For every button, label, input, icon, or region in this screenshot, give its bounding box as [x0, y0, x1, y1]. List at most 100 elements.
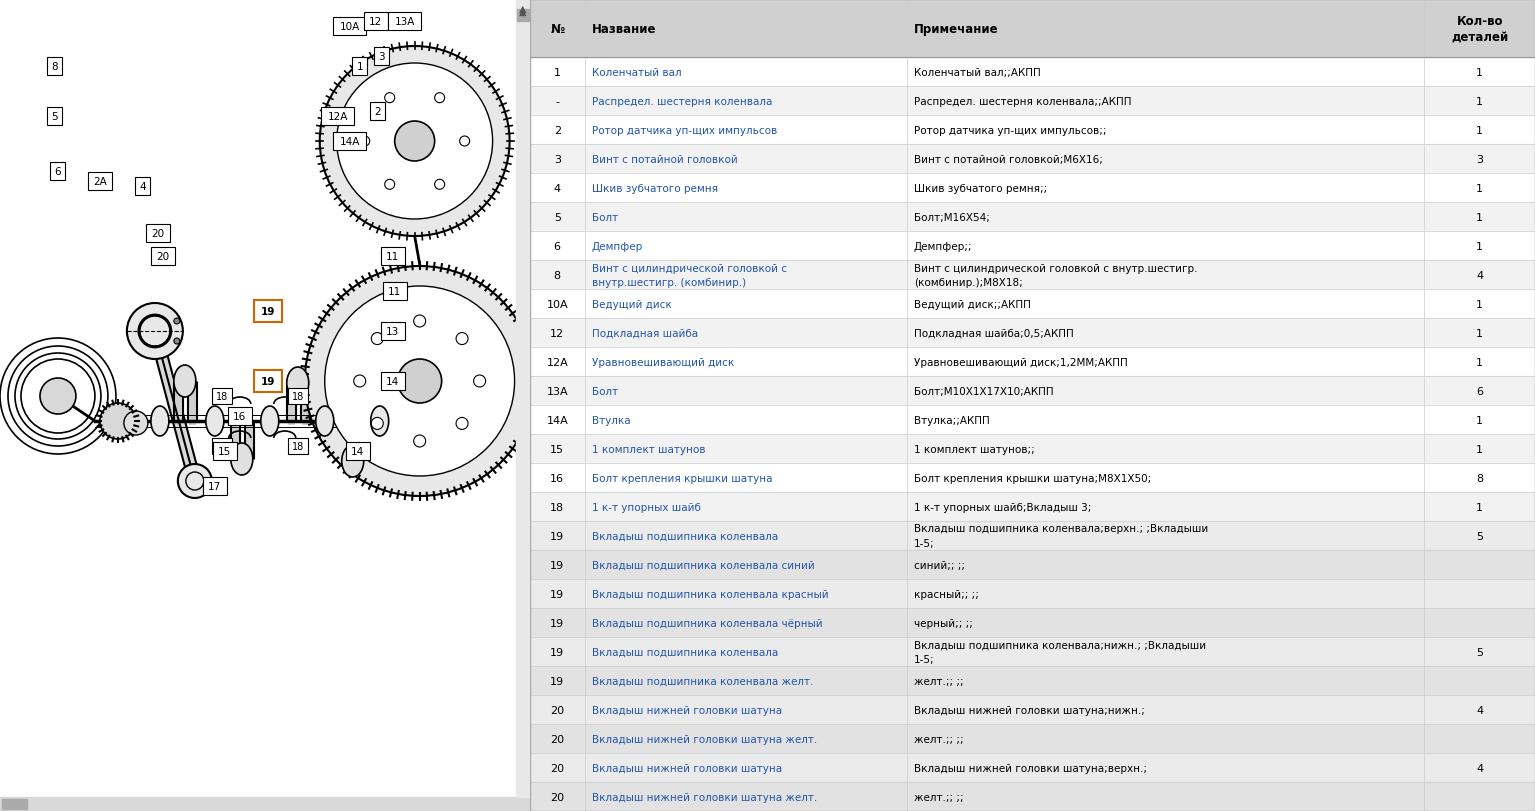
Text: Распредел. шестерня коленвала;;АКПП: Распредел. шестерня коленвала;;АКПП: [913, 97, 1131, 107]
Text: 20: 20: [550, 734, 565, 744]
Circle shape: [413, 436, 425, 448]
Text: 19: 19: [261, 307, 275, 316]
Bar: [530, 579, 1535, 608]
Text: Болт крепления крышки шатуна;М8Х1Х50;: Болт крепления крышки шатуна;М8Х1Х50;: [913, 473, 1151, 483]
Text: синий;; ;;: синий;; ;;: [913, 560, 964, 570]
Bar: [287, 388, 307, 405]
Bar: [530, 435, 1535, 464]
Text: 19: 19: [550, 531, 565, 541]
Text: 12А: 12А: [546, 358, 568, 367]
Bar: [333, 18, 367, 36]
Text: 6: 6: [1477, 386, 1483, 397]
Text: Вкладыш нижней головки шатуна желт.: Вкладыш нижней головки шатуна желт.: [593, 792, 817, 801]
Text: 5: 5: [554, 212, 560, 222]
Bar: [530, 724, 1535, 753]
Text: 16: 16: [550, 473, 565, 483]
Text: 3: 3: [1477, 155, 1483, 165]
Text: 1: 1: [1477, 126, 1483, 135]
Bar: [530, 608, 1535, 637]
Text: 18: 18: [216, 441, 227, 452]
Text: 18: 18: [216, 392, 227, 401]
Text: 4: 4: [1477, 762, 1483, 773]
Bar: [87, 173, 112, 191]
Text: Втулка;;АКПП: Втулка;;АКПП: [913, 415, 990, 425]
Bar: [516, 0, 530, 797]
Text: Болт;М16Х54;: Болт;М16Х54;: [913, 212, 990, 222]
Bar: [51, 163, 66, 181]
Bar: [530, 753, 1535, 782]
Text: 1-5;: 1-5;: [913, 539, 935, 548]
Bar: [530, 637, 1535, 667]
Text: Ведущий диск;;АКПП: Ведущий диск;;АКПП: [913, 299, 1030, 310]
Bar: [530, 232, 1535, 261]
Text: ▲: ▲: [519, 7, 527, 17]
Text: 1: 1: [1477, 97, 1483, 107]
Ellipse shape: [316, 406, 333, 436]
Circle shape: [127, 303, 183, 359]
Text: 19: 19: [261, 376, 275, 387]
Text: Название: Название: [593, 23, 657, 36]
Circle shape: [394, 122, 434, 162]
Text: 10А: 10А: [339, 22, 359, 32]
Text: 11: 11: [387, 251, 399, 262]
Bar: [212, 388, 232, 405]
Text: 16: 16: [233, 411, 247, 422]
Circle shape: [173, 319, 180, 324]
Text: желт.;; ;;: желт.;; ;;: [913, 792, 964, 801]
Text: 1: 1: [1477, 328, 1483, 338]
Text: 2: 2: [375, 107, 381, 117]
Text: №: №: [550, 23, 565, 36]
Bar: [253, 301, 282, 323]
Text: 20: 20: [550, 762, 565, 773]
Bar: [530, 261, 1535, 290]
Text: 14А: 14А: [546, 415, 568, 425]
Text: Ротор датчика уп-щих импульсов: Ротор датчика уп-щих импульсов: [593, 126, 777, 135]
Bar: [287, 439, 307, 454]
Text: желт.;; ;;: желт.;; ;;: [913, 734, 964, 744]
Text: 1: 1: [356, 62, 362, 72]
Bar: [135, 178, 150, 195]
Text: Болт;М10Х1Х17Х10;АКПП: Болт;М10Х1Х17Х10;АКПП: [913, 386, 1053, 397]
Circle shape: [305, 267, 534, 496]
Text: Кол-во
деталей: Кол-во деталей: [1451, 15, 1509, 43]
Circle shape: [456, 333, 468, 345]
Text: 13А: 13А: [394, 17, 414, 27]
Text: Вкладыш нижней головки шатуна;нижн.;: Вкладыш нижней головки шатуна;нижн.;: [913, 705, 1145, 714]
Bar: [530, 492, 1535, 521]
Ellipse shape: [261, 406, 279, 436]
Text: 1: 1: [1477, 502, 1483, 512]
Text: черный;; ;;: черный;; ;;: [913, 618, 973, 628]
Text: 1: 1: [1477, 299, 1483, 310]
Bar: [530, 377, 1535, 406]
Circle shape: [434, 93, 445, 104]
Bar: [2, 799, 28, 809]
Text: внутр.шестигр. (комбинир.): внутр.шестигр. (комбинир.): [593, 278, 746, 288]
Text: 1 комплект шатунов;;: 1 комплект шатунов;;: [913, 444, 1035, 454]
Bar: [321, 108, 355, 126]
Text: 3: 3: [554, 155, 560, 165]
Text: 18: 18: [292, 441, 304, 452]
Text: Винт с потайной головкой: Винт с потайной головкой: [593, 155, 738, 165]
Text: Винт с потайной головкой;М6Х16;: Винт с потайной головкой;М6Х16;: [913, 155, 1102, 165]
Bar: [150, 247, 175, 266]
Text: 20: 20: [550, 705, 565, 714]
Bar: [530, 88, 1535, 116]
Text: желт.;; ;;: желт.;; ;;: [913, 676, 964, 686]
Text: ▲: ▲: [519, 4, 527, 14]
Text: Распредел. шестерня коленвала: Распредел. шестерня коленвала: [593, 97, 772, 107]
Text: 1: 1: [1477, 358, 1483, 367]
Text: Вкладыш подшипника коленвала: Вкладыш подшипника коленвала: [593, 531, 778, 541]
Text: 14: 14: [352, 446, 364, 457]
Text: 14: 14: [387, 376, 399, 387]
Bar: [530, 521, 1535, 551]
Text: 13: 13: [387, 327, 399, 337]
Bar: [381, 323, 405, 341]
Text: Болт крепления крышки шатуна: Болт крепления крышки шатуна: [593, 473, 772, 483]
Bar: [333, 133, 367, 151]
Bar: [381, 247, 405, 266]
Text: Уравновешивающий диск: Уравновешивающий диск: [593, 358, 734, 367]
Ellipse shape: [342, 445, 364, 478]
Circle shape: [178, 465, 212, 499]
Text: Ведущий диск: Ведущий диск: [593, 299, 672, 310]
Text: Подкладная шайба: Подкладная шайба: [593, 328, 698, 338]
